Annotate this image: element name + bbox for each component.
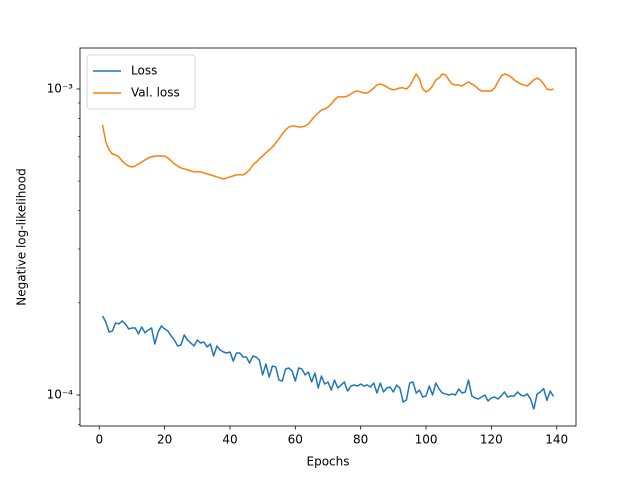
y-tick-label: 10⁻⁴ <box>47 388 74 402</box>
series-line <box>101 73 554 180</box>
x-axis-label: Epochs <box>307 455 350 469</box>
x-tick-label: 120 <box>480 433 503 447</box>
series-line <box>101 315 555 410</box>
x-tick-label: 100 <box>415 433 438 447</box>
x-tick-label: 0 <box>95 433 103 447</box>
legend-label: Loss <box>131 64 157 78</box>
x-tick-label: 20 <box>157 433 172 447</box>
x-tick-label: 140 <box>545 433 568 447</box>
x-tick-label: 40 <box>222 433 237 447</box>
axes-frame <box>79 47 577 427</box>
y-axis-label: Negative log-likelihood <box>15 168 29 305</box>
x-tick-label: 80 <box>353 433 368 447</box>
legend-label: Val. loss <box>131 86 180 100</box>
x-tick-label: 60 <box>288 433 303 447</box>
plot-area <box>101 73 555 410</box>
y-tick-label: 10⁻³ <box>47 81 74 95</box>
legend-box <box>86 54 196 110</box>
